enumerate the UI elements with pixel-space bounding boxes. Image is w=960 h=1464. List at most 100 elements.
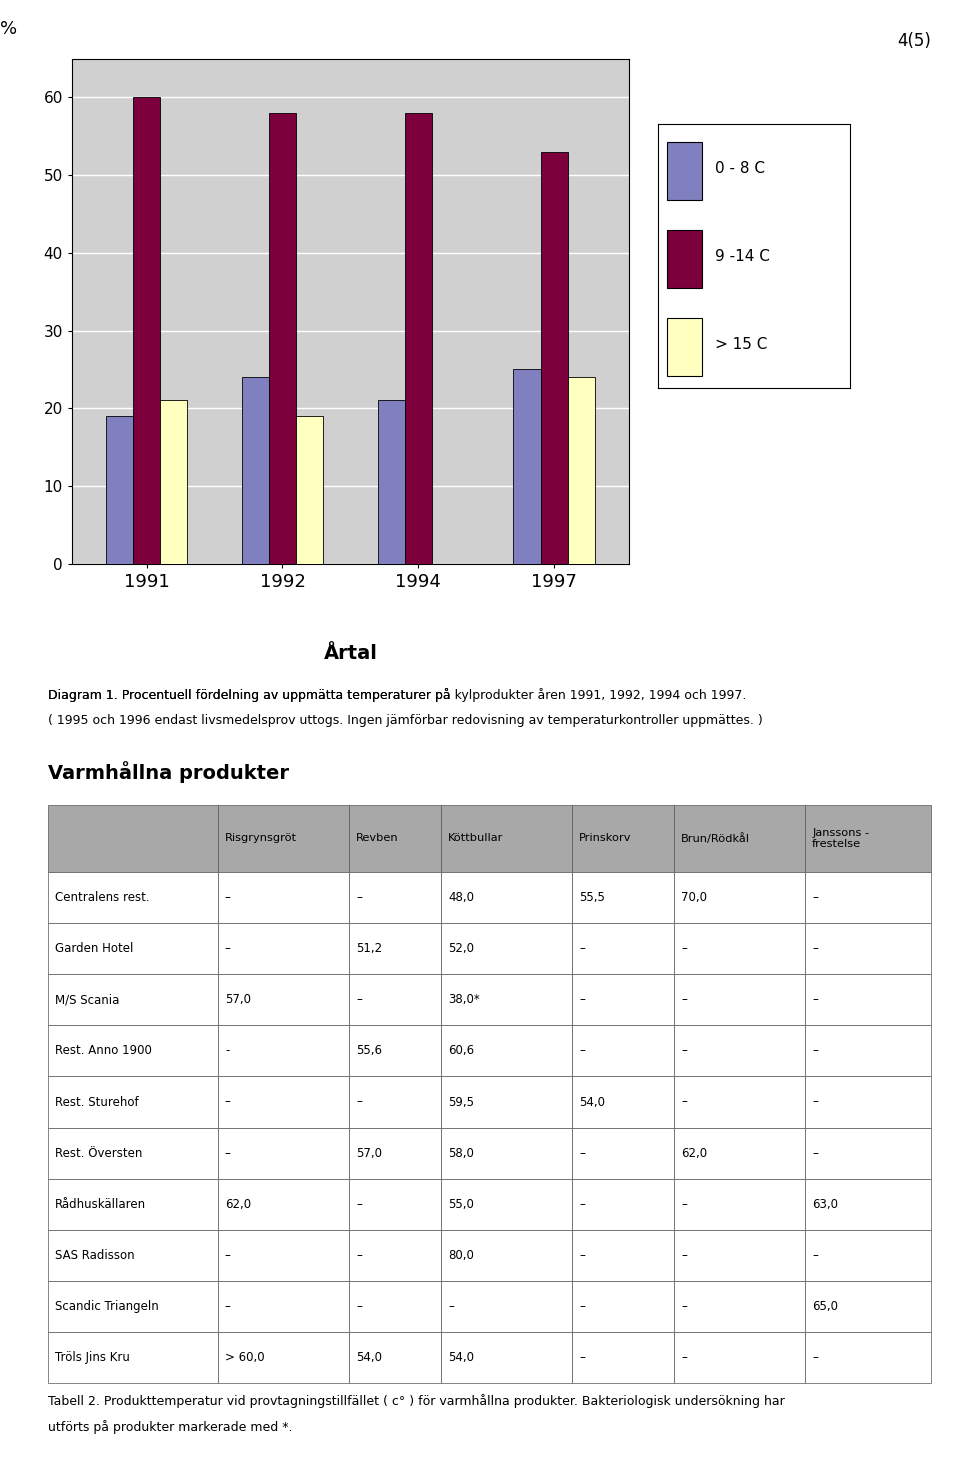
Text: Prinskorv: Prinskorv	[579, 833, 632, 843]
Bar	[674, 1230, 805, 1281]
Text: –: –	[681, 1249, 687, 1262]
Text: 57,0: 57,0	[356, 1146, 382, 1159]
Text: Risgrynsgröt: Risgrynsgröt	[225, 833, 297, 843]
Text: –: –	[681, 1044, 687, 1057]
Bar	[441, 1332, 572, 1383]
Bar	[48, 805, 218, 871]
Bar	[567, 378, 595, 564]
Text: Garden Hotel: Garden Hotel	[55, 941, 133, 955]
Text: Diagram 1. Procentuell fördelning av uppmätta temperaturer på kylprodukter åren : Diagram 1. Procentuell fördelning av upp…	[48, 688, 746, 703]
Bar	[572, 805, 674, 871]
Text: –: –	[225, 941, 230, 955]
Text: –: –	[356, 993, 362, 1006]
Text: –: –	[579, 1300, 585, 1313]
Bar	[674, 1025, 805, 1076]
Bar	[572, 922, 674, 974]
Bar	[218, 1230, 348, 1281]
Bar	[48, 1281, 218, 1332]
Text: Tröls Jins Kru: Tröls Jins Kru	[55, 1351, 130, 1364]
Bar	[218, 1076, 348, 1127]
Text: –: –	[681, 1351, 687, 1364]
Text: –: –	[356, 1198, 362, 1211]
Bar	[441, 1076, 572, 1127]
Bar	[674, 1076, 805, 1127]
Bar	[572, 871, 674, 922]
Text: Rest. Anno 1900: Rest. Anno 1900	[55, 1044, 152, 1057]
Bar	[572, 1179, 674, 1230]
Bar	[805, 1230, 931, 1281]
Bar	[805, 974, 931, 1025]
Bar	[218, 1281, 348, 1332]
Bar	[296, 416, 324, 564]
Text: 55,5: 55,5	[579, 890, 605, 903]
Bar	[674, 922, 805, 974]
Bar	[269, 113, 296, 564]
Bar	[441, 1179, 572, 1230]
Bar	[348, 1127, 441, 1179]
Text: Köttbullar: Köttbullar	[448, 833, 503, 843]
Bar	[540, 152, 567, 564]
Bar	[674, 805, 805, 871]
Bar	[218, 974, 348, 1025]
Bar	[218, 1127, 348, 1179]
Bar	[674, 1127, 805, 1179]
Text: 54,0: 54,0	[448, 1351, 474, 1364]
Bar	[348, 922, 441, 974]
Bar	[514, 369, 540, 564]
Text: –: –	[225, 1095, 230, 1108]
Text: –: –	[579, 993, 585, 1006]
Bar	[218, 1025, 348, 1076]
Text: –: –	[812, 890, 818, 903]
Bar	[218, 1332, 348, 1383]
Bar	[106, 416, 133, 564]
Bar	[572, 974, 674, 1025]
Text: –: –	[681, 941, 687, 955]
Bar	[674, 974, 805, 1025]
Bar	[348, 974, 441, 1025]
Text: Årtal: Årtal	[324, 644, 377, 663]
Text: –: –	[812, 1351, 818, 1364]
Text: –: –	[579, 1249, 585, 1262]
Text: Scandic Triangeln: Scandic Triangeln	[55, 1300, 158, 1313]
Text: 52,0: 52,0	[448, 941, 474, 955]
Bar	[218, 1179, 348, 1230]
Text: Revben: Revben	[356, 833, 398, 843]
FancyBboxPatch shape	[667, 230, 702, 288]
Text: ( 1995 och 1996 endast livsmedelsprov uttogs. Ingen jämförbar redovisning av tem: ( 1995 och 1996 endast livsmedelsprov ut…	[48, 714, 763, 728]
Text: 65,0: 65,0	[812, 1300, 838, 1313]
Bar	[48, 974, 218, 1025]
Bar	[48, 871, 218, 922]
Bar	[405, 113, 432, 564]
Text: 70,0: 70,0	[681, 890, 708, 903]
Bar	[674, 1281, 805, 1332]
Text: –: –	[579, 941, 585, 955]
Text: –: –	[812, 1146, 818, 1159]
Bar	[48, 1179, 218, 1230]
Text: 62,0: 62,0	[225, 1198, 251, 1211]
Bar	[441, 1281, 572, 1332]
Bar	[48, 1332, 218, 1383]
Bar	[48, 1127, 218, 1179]
Text: Rest. Sturehof: Rest. Sturehof	[55, 1095, 138, 1108]
Text: 58,0: 58,0	[448, 1146, 474, 1159]
Bar	[133, 98, 160, 564]
Text: 59,5: 59,5	[448, 1095, 474, 1108]
Text: –: –	[681, 1095, 687, 1108]
Text: –: –	[579, 1146, 585, 1159]
Bar	[348, 1025, 441, 1076]
Bar	[348, 871, 441, 922]
FancyBboxPatch shape	[667, 142, 702, 201]
Text: –: –	[681, 993, 687, 1006]
Bar	[441, 1025, 572, 1076]
Bar	[572, 1127, 674, 1179]
Text: Rest. Översten: Rest. Översten	[55, 1146, 142, 1159]
Bar	[348, 1179, 441, 1230]
Bar	[572, 1025, 674, 1076]
Bar	[441, 1127, 572, 1179]
Text: –: –	[356, 890, 362, 903]
Bar	[572, 1230, 674, 1281]
Bar	[805, 805, 931, 871]
Text: Diagram 1. Procentuell fördelning av uppmätta temperaturer på: Diagram 1. Procentuell fördelning av upp…	[48, 688, 455, 703]
Text: 57,0: 57,0	[225, 993, 251, 1006]
Text: 54,0: 54,0	[579, 1095, 605, 1108]
